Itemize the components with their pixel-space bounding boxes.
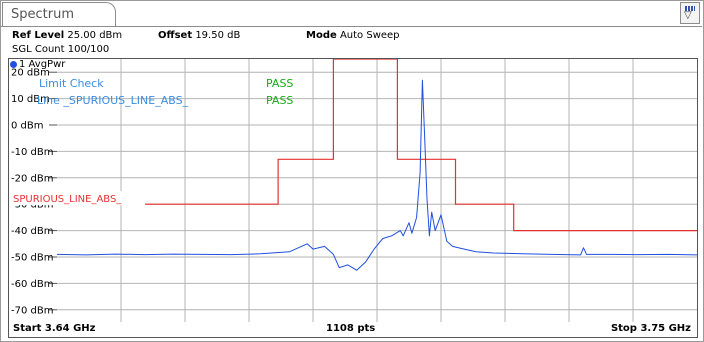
y-tick-label: -50 dBm (11, 253, 53, 264)
tab-spectrum[interactable]: Spectrum (2, 2, 116, 27)
sgl-count: SGL Count 100/100 (12, 44, 110, 55)
limit-line-result: PASS (266, 94, 293, 107)
y-tick-label: 0 dBm (11, 121, 44, 132)
stop-frequency: Stop 3.75 GHz (610, 323, 691, 334)
y-tick-label: -20 dBm (11, 173, 53, 184)
limit-line-name: SPURIOUS_LINE_ABS_ (13, 194, 122, 205)
header-divider (0, 26, 702, 27)
display-config-button[interactable]: ▽ (680, 2, 700, 24)
y-tick-label: -40 dBm (11, 226, 53, 237)
trace-indicator-icon (10, 60, 17, 68)
y-tick-label: 20 dBm (11, 68, 50, 79)
mode-info: Mode Auto Sweep (306, 30, 400, 41)
trace-avgpwr (56, 79, 698, 271)
limit-line-name-bg (11, 191, 145, 206)
start-frequency: Start 3.64 GHz (13, 323, 96, 334)
tab-label: Spectrum (11, 7, 74, 22)
trace-label: 1 AvgPwr (10, 59, 65, 70)
offset-value: 19.50 dB (195, 30, 241, 41)
ref-level-info: Ref Level 25.00 dBm (12, 30, 122, 41)
y-tick-label: -60 dBm (11, 279, 53, 290)
sweep-points: 1108 pts (326, 323, 376, 334)
window-grid-icon (685, 6, 695, 11)
limit-check-result: PASS (266, 77, 293, 90)
ref-level-value: 25.00 dBm (67, 30, 123, 41)
mode-value: Auto Sweep (339, 30, 400, 41)
y-tick-label: 10 dBm (11, 94, 50, 105)
y-tick-label: -10 dBm (11, 147, 53, 158)
limit-check-title: Limit Check (39, 77, 104, 90)
offset-info: Offset 19.50 dB (158, 30, 240, 41)
offset-label: Offset (158, 30, 193, 41)
y-tick-label: -70 dBm (11, 305, 53, 316)
ref-level-label: Ref Level (12, 30, 65, 41)
limit-line (57, 58, 697, 232)
dropdown-arrow-icon: ▽ (684, 10, 692, 21)
status-footer: Start 3.64 GHz 1108 pts Stop 3.75 GHz (8, 322, 698, 338)
limit-line-label: Line _SPURIOUS_LINE_ABS_ (37, 94, 189, 107)
trace-label-text: 1 AvgPwr (19, 59, 66, 70)
mode-label: Mode (306, 30, 337, 41)
